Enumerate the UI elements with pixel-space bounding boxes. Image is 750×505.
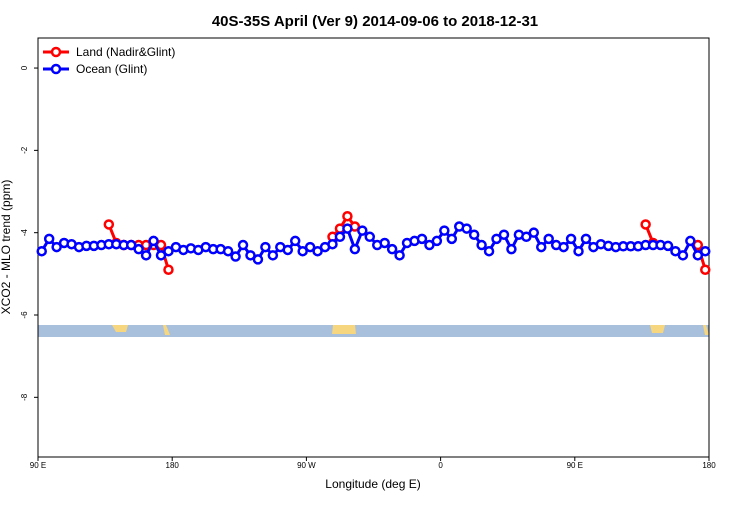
data-point <box>483 245 495 257</box>
data-point <box>304 241 316 253</box>
data-point <box>43 233 55 245</box>
data-point <box>125 239 137 251</box>
data-point <box>103 219 115 230</box>
x-tick-label: 180 <box>702 461 716 470</box>
data-point <box>334 231 346 243</box>
data-point <box>260 241 271 253</box>
data-point <box>491 233 502 245</box>
x-tick-label: 180 <box>166 461 180 470</box>
data-point <box>439 225 450 236</box>
legend-marker <box>50 63 62 75</box>
data-point <box>379 237 390 249</box>
map-land <box>650 325 665 333</box>
data-point <box>528 227 540 238</box>
data-point <box>163 264 174 275</box>
data-point <box>36 245 47 257</box>
plot-frame <box>37 37 710 458</box>
data-point <box>580 233 592 245</box>
data-point <box>386 243 398 255</box>
data-point <box>289 235 301 247</box>
x-tick-label: 90 E <box>567 461 583 470</box>
data-point <box>394 250 405 261</box>
data-point <box>282 244 294 256</box>
data-point <box>558 241 569 253</box>
data-point <box>670 245 681 257</box>
data-point <box>342 210 353 222</box>
y-axis-label: XCO2 - MLO trend (ppm) <box>0 180 13 315</box>
data-point <box>521 231 532 243</box>
x-tick-label: 90 E <box>30 461 46 470</box>
data-point <box>140 250 152 261</box>
data-point <box>416 233 428 245</box>
data-point <box>148 235 159 247</box>
data-point <box>163 245 174 257</box>
data-point <box>222 245 234 257</box>
data-point <box>446 233 458 245</box>
data-point <box>565 233 577 245</box>
y-tick-label: -8 <box>20 393 29 401</box>
map-strip <box>38 325 709 337</box>
y-tick-label: 0 <box>20 65 29 70</box>
x-axis-label: Longitude (deg E) <box>325 477 420 491</box>
data-point <box>461 223 472 234</box>
data-point <box>252 254 264 265</box>
map-land <box>112 325 128 332</box>
legend-label: Ocean (Glint) <box>76 62 147 76</box>
x-tick-label: 90 W <box>297 461 316 470</box>
data-point <box>640 219 651 230</box>
data-point <box>476 239 487 251</box>
y-tick-label: -2 <box>20 146 29 154</box>
data-point <box>245 250 256 261</box>
data-point <box>312 245 323 257</box>
data-point <box>237 239 249 251</box>
data-point <box>364 231 376 243</box>
data-point <box>230 251 241 262</box>
map-land <box>703 325 709 335</box>
data-point <box>327 238 338 250</box>
data-point <box>424 239 435 251</box>
data-point <box>573 245 584 257</box>
x-tick-label: 0 <box>438 461 443 470</box>
data-point <box>357 225 368 236</box>
data-point <box>700 245 711 257</box>
data-point <box>51 241 62 253</box>
data-point <box>700 264 711 275</box>
data-point <box>468 229 480 240</box>
y-tick-label: -6 <box>20 311 29 319</box>
y-tick-label: -4 <box>20 229 29 237</box>
data-point <box>498 229 510 240</box>
data-point <box>677 250 689 261</box>
legend-label: Land (Nadir&Glint) <box>76 45 175 59</box>
data-point <box>685 235 696 247</box>
data-point <box>431 235 443 247</box>
data-point <box>297 245 308 257</box>
data-point <box>692 250 704 261</box>
chart-title: 40S-35S April (Ver 9) 2014-09-06 to 2018… <box>212 13 538 30</box>
data-point <box>506 243 517 255</box>
legend-marker <box>50 46 62 58</box>
data-point <box>155 250 167 261</box>
data-point <box>543 233 554 245</box>
data-point <box>342 223 353 234</box>
data-point <box>349 243 361 255</box>
data-point <box>133 243 144 255</box>
data-point <box>662 240 674 252</box>
map-land <box>163 325 170 335</box>
data-point <box>536 241 547 253</box>
data-point <box>267 250 279 261</box>
map-land <box>332 325 356 334</box>
